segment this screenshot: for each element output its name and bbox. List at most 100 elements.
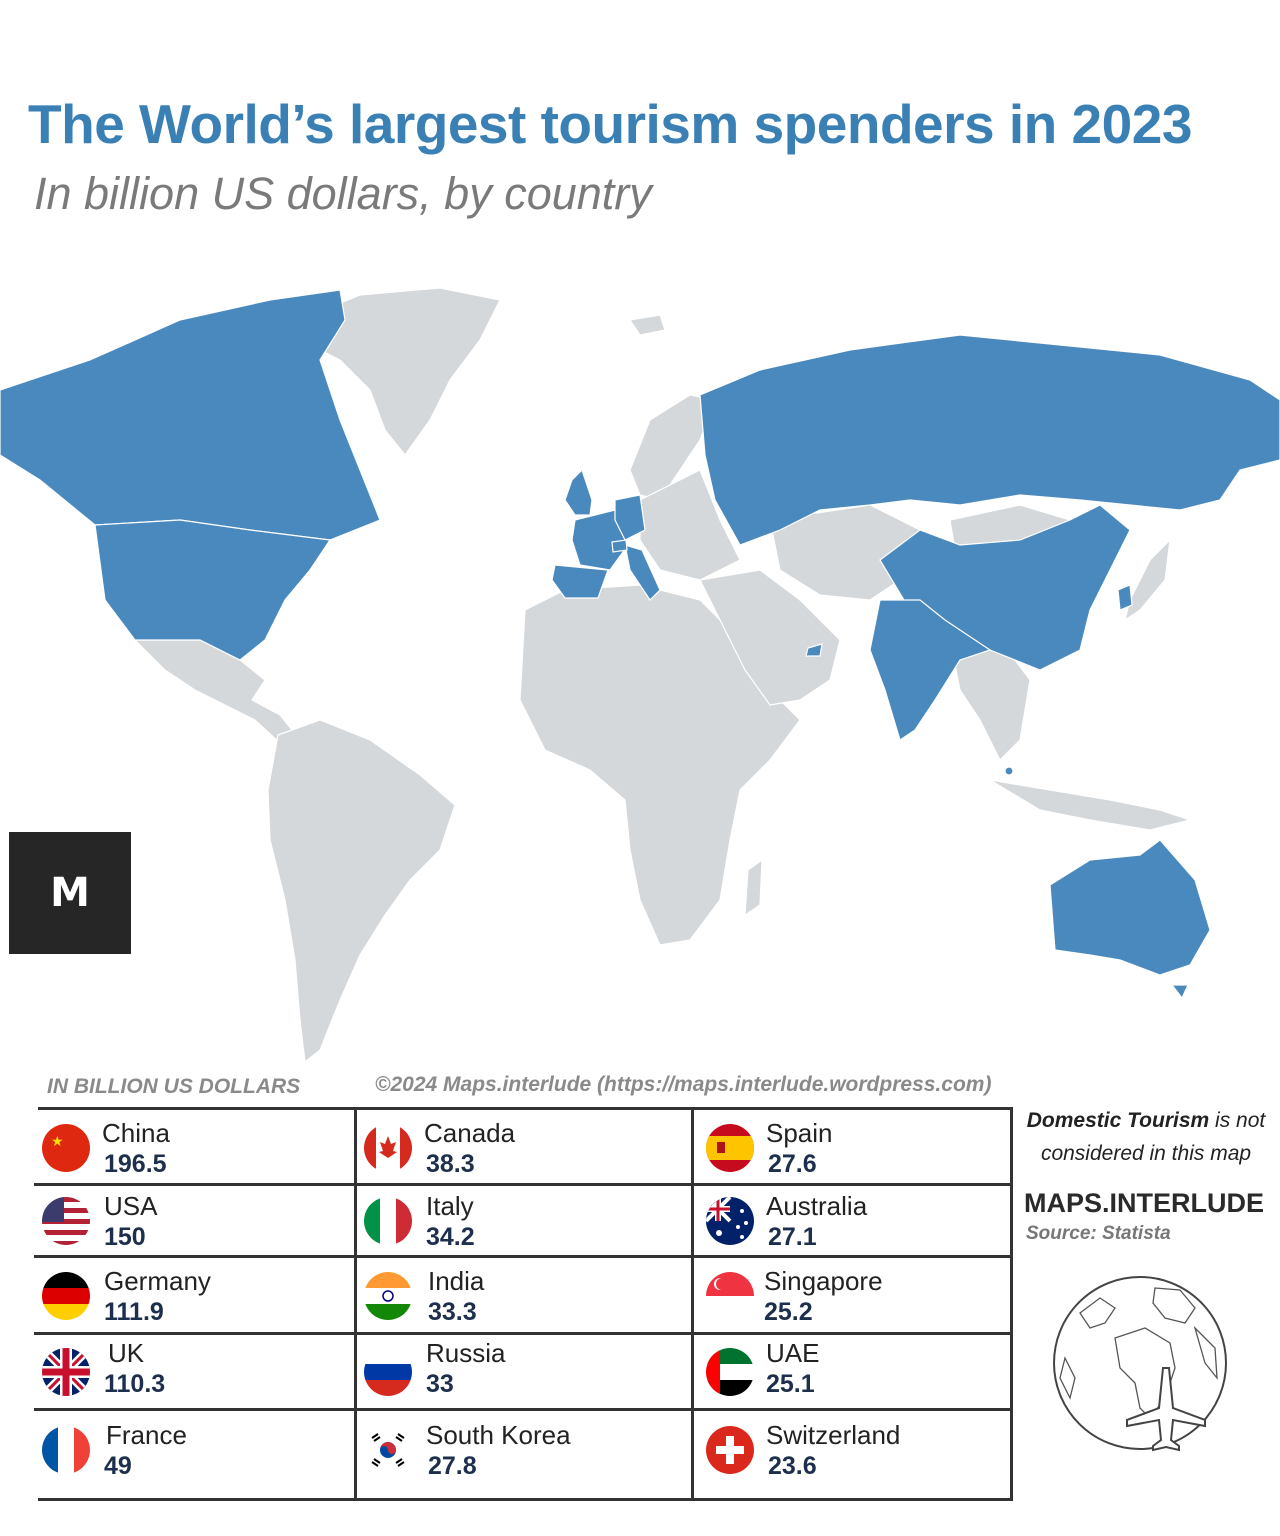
uae-shape	[805, 643, 823, 657]
source-credit: Source: Statista	[1026, 1223, 1171, 1244]
spend-value: 25.2	[764, 1298, 813, 1326]
table-row: Singapore 25.2	[702, 1258, 1022, 1334]
spain-flag-icon	[706, 1124, 754, 1172]
singapore-shape	[1004, 766, 1014, 776]
table-row: South Korea 27.8	[360, 1412, 680, 1488]
spend-value: 49	[104, 1452, 132, 1480]
country-name: USA	[104, 1191, 158, 1221]
germany-flag-icon	[42, 1272, 90, 1320]
australia-flag-icon	[706, 1197, 754, 1245]
eastern-europe-shape	[639, 469, 741, 581]
italy-shape	[624, 544, 661, 601]
spend-value: 27.8	[428, 1452, 477, 1480]
world-map	[0, 287, 1280, 1064]
globe-airplane-icon	[1053, 1276, 1227, 1452]
africa-shape	[519, 584, 801, 946]
central-asia-shape	[769, 504, 921, 601]
table-divider	[691, 1110, 694, 1498]
middle-east-shape	[699, 569, 841, 706]
table-divider	[34, 1332, 1013, 1335]
logo-text: M	[50, 870, 90, 916]
table-row: Switzerland 23.6	[702, 1412, 1022, 1488]
table-row: Australia 27.1	[702, 1183, 1022, 1259]
italy-flag-icon	[364, 1197, 412, 1245]
table-divider	[34, 1183, 1013, 1186]
svg-text:★: ★	[51, 1134, 64, 1150]
country-name: UAE	[766, 1338, 820, 1368]
country-name: France	[106, 1420, 187, 1450]
australia-shape	[1049, 839, 1211, 976]
greenland-shape	[299, 287, 501, 456]
spend-value: 38.3	[426, 1150, 475, 1178]
units-label: IN BILLION US DOLLARS	[47, 1075, 301, 1098]
spend-value: 27.1	[768, 1223, 817, 1251]
country-name: India	[428, 1266, 485, 1296]
table-divider	[1010, 1110, 1013, 1498]
table-row: UK 110.3	[38, 1334, 358, 1410]
indonesia-shape	[989, 779, 1193, 831]
singapore-flag-icon	[706, 1272, 754, 1320]
south-korea-shape	[1117, 584, 1133, 611]
spend-value: 111.9	[104, 1298, 164, 1326]
country-name: Switzerland	[766, 1420, 901, 1450]
spend-value: 150	[104, 1223, 146, 1251]
table-divider	[354, 1110, 357, 1498]
country-name: Canada	[424, 1118, 516, 1148]
country-name: Spain	[766, 1118, 833, 1148]
table-row: ★ China 196.5	[38, 1110, 358, 1186]
country-name: China	[102, 1118, 170, 1148]
germany-shape	[614, 494, 646, 541]
country-name: UK	[108, 1338, 145, 1368]
russia-shape	[699, 334, 1280, 546]
table-row: UAE 25.1	[702, 1334, 1022, 1410]
switzerland-flag-icon	[706, 1426, 754, 1474]
map-title: The World’s largest tourism spenders in …	[28, 93, 1192, 155]
country-name: Italy	[426, 1191, 474, 1221]
canada-flag-icon	[364, 1124, 412, 1172]
japan-shape	[1124, 538, 1171, 622]
south-america-shape	[267, 719, 456, 1064]
madagascar-shape	[744, 858, 763, 917]
spend-value: 33	[426, 1370, 454, 1398]
note-text: is not considered in this map	[1040, 1109, 1266, 1165]
country-name: Germany	[104, 1266, 211, 1296]
spain-shape	[551, 564, 609, 599]
country-name: South Korea	[426, 1420, 571, 1450]
india-flag-icon	[364, 1272, 412, 1320]
usa-flag-icon	[42, 1197, 90, 1245]
domestic-tourism-note: Domestic Tourism is not considered in th…	[1020, 1104, 1272, 1170]
table-row: France 49	[38, 1412, 358, 1488]
table-divider	[34, 1408, 1013, 1411]
table-row: Canada 38.3	[360, 1110, 680, 1186]
usa-shape	[94, 519, 332, 661]
canada-shape	[0, 289, 381, 541]
country-name: Australia	[766, 1191, 868, 1221]
spend-value: 23.6	[768, 1452, 817, 1480]
mexico-central-america-shape	[133, 639, 302, 746]
ranking-table: ★ China 196.5 USA 150 Germany 111.9 UK 1…	[34, 1107, 1013, 1501]
uk-flag-icon	[42, 1348, 90, 1396]
note-bold: Domestic Tourism	[1026, 1109, 1210, 1132]
table-row: Spain 27.6	[702, 1110, 1022, 1186]
uae-flag-icon	[706, 1348, 754, 1396]
brand-name: MAPS.INTERLUDE	[1024, 1188, 1265, 1218]
china-flag-icon: ★	[42, 1124, 90, 1172]
spend-value: 33.3	[428, 1298, 477, 1326]
maps-interlude-logo: M	[9, 832, 131, 954]
switzerland-shape	[611, 539, 628, 553]
country-name: Russia	[426, 1338, 506, 1368]
copyright-notice: ©2024 Maps.interlude (https://maps.inter…	[375, 1073, 992, 1096]
tasmania-shape	[1170, 984, 1189, 1000]
table-row: USA 150	[38, 1183, 358, 1259]
india-shape	[869, 599, 992, 741]
spend-value: 34.2	[426, 1223, 475, 1251]
south-korea-flag-icon	[364, 1426, 412, 1474]
table-row: Italy 34.2	[360, 1183, 680, 1259]
table-divider	[34, 1255, 1013, 1258]
spend-value: 25.1	[766, 1370, 815, 1398]
table-row: Russia 33	[360, 1334, 680, 1410]
france-flag-icon	[42, 1426, 90, 1474]
spend-value: 196.5	[104, 1150, 167, 1178]
table-row: India 33.3	[360, 1258, 680, 1334]
iceland-shape	[628, 314, 666, 336]
